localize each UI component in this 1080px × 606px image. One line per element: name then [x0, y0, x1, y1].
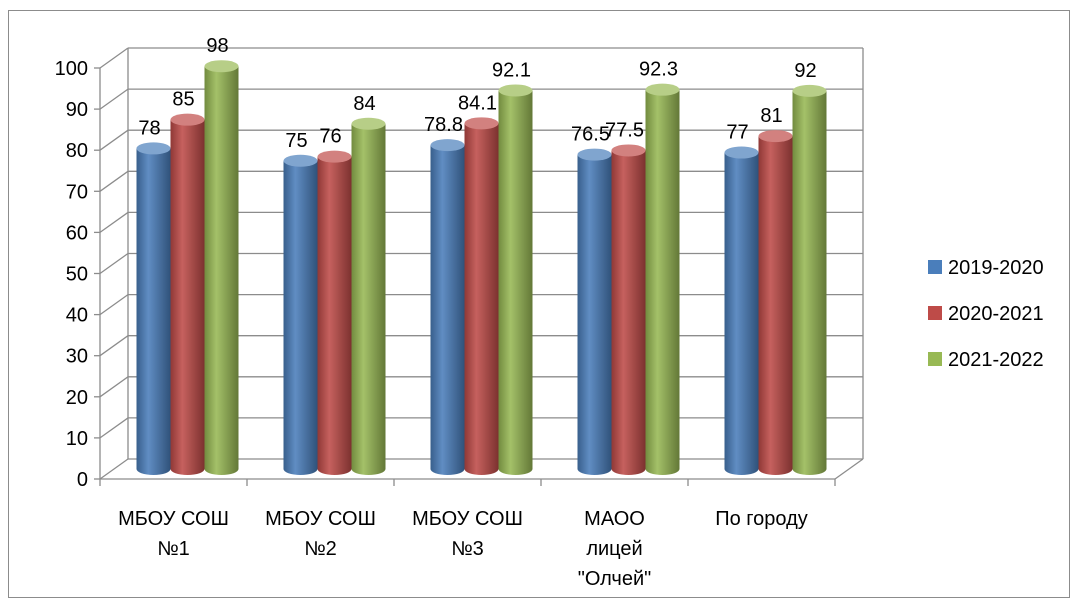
gridline-depth [99, 294, 129, 316]
bar-top [317, 150, 352, 163]
y-tick-label: 70 [66, 181, 88, 203]
axes: 0 10 20 30 40 50 60 70 80 90 100 МБОУ СОШ №1 МБОУ СОШ… [55, 58, 864, 590]
bar-2021-2022-3 [645, 83, 680, 476]
bars [136, 60, 827, 476]
bar-top [577, 148, 612, 161]
legend-swatch [928, 260, 942, 274]
bar-body [136, 148, 171, 476]
bar-body [351, 123, 386, 476]
bar-top [724, 146, 759, 159]
data-label: 92.1 [492, 59, 531, 81]
data-label: 92 [794, 60, 816, 82]
data-label: 85 [172, 89, 194, 111]
data-label: 76 [319, 126, 341, 148]
legend: 2019-2020 2020-2021 2021-2022 [928, 257, 1044, 371]
data-labels: 78 85 98 75 76 84 78.884.1 92.1 76.577.5 92.3 77 81… [138, 35, 816, 152]
bar-2019-2020-3 [577, 148, 612, 476]
data-label: 77 [726, 122, 748, 144]
category-label: МБОУ СОШ №2 [265, 508, 376, 560]
bar-body [170, 119, 205, 476]
bar-2019-2020-2 [430, 139, 465, 476]
bar-2021-2022-2 [498, 84, 533, 476]
data-label: 92.3 [639, 59, 678, 81]
bar-top [498, 84, 533, 97]
y-tick-label: 10 [66, 428, 88, 450]
y-tick-label: 20 [66, 387, 88, 409]
legend-label: 2021-2022 [948, 349, 1044, 371]
y-tick-label: 0 [77, 469, 88, 491]
category-label: МБОУ СОШ №3 [412, 508, 523, 560]
data-label: 81 [760, 105, 782, 127]
category-label: МАОО лицей "Олчей" [578, 508, 651, 590]
bar-top [464, 117, 499, 130]
bar-body [464, 123, 499, 476]
bar-2019-2020-4 [724, 146, 759, 476]
gridline-depth [99, 417, 129, 439]
bar-body [792, 90, 827, 476]
data-label: 84.1 [458, 92, 497, 114]
bar-body [430, 145, 465, 476]
gridline-depth [99, 88, 129, 110]
bar-body [645, 89, 680, 476]
legend-swatch [928, 306, 942, 320]
bar-top [351, 117, 386, 130]
y-tick-label: 60 [66, 222, 88, 244]
bar-top [136, 142, 171, 155]
gridline-depth [99, 376, 129, 398]
gridline-depth [99, 129, 129, 151]
floor-right-edge [834, 458, 864, 480]
bar-body [724, 152, 759, 476]
bar-body [577, 154, 612, 476]
gridline-depth [99, 252, 129, 275]
data-label: 78.8 [424, 114, 463, 136]
category-label: По городу [715, 508, 808, 530]
gridline-depth [99, 47, 129, 69]
bar-top [611, 144, 646, 157]
data-label: 98 [206, 35, 228, 57]
y-tick-label: 40 [66, 305, 88, 327]
bar-top [758, 130, 793, 143]
y-tick-label: 90 [66, 99, 88, 121]
bar-body [611, 150, 646, 476]
data-label: 78 [138, 117, 160, 139]
bar-body [317, 156, 352, 476]
bar-2020-2021-3 [611, 144, 646, 476]
gridline-depth [99, 458, 129, 480]
bar-top [792, 84, 827, 97]
y-tick-label: 80 [66, 140, 88, 162]
bar-top [204, 60, 239, 73]
legend-label: 2019-2020 [948, 257, 1044, 279]
gridline-depth [99, 170, 129, 192]
data-label: 77.5 [605, 119, 644, 141]
bar-2020-2021-0 [170, 113, 205, 476]
legend-label: 2020-2021 [948, 303, 1044, 325]
bar-2021-2022-1 [351, 117, 386, 476]
bar-2020-2021-1 [317, 150, 352, 476]
bar-body [758, 136, 793, 476]
data-label: 84 [353, 93, 375, 115]
bar-top [283, 154, 318, 167]
bar-2019-2020-1 [283, 154, 318, 476]
bar-body [283, 160, 318, 476]
bar-top [645, 83, 680, 96]
bar-2021-2022-0 [204, 60, 239, 476]
data-label: 76.5 [571, 124, 610, 146]
y-tick-label: 30 [66, 346, 88, 368]
bar-2020-2021-4 [758, 130, 793, 476]
gridline-depth [99, 211, 129, 233]
gridline-depth [99, 335, 129, 357]
category-label: МБОУ СОШ №1 [118, 508, 229, 560]
bar-top [430, 139, 465, 152]
bar-2020-2021-2 [464, 117, 499, 476]
bar-body [498, 90, 533, 476]
bar-body [204, 66, 239, 476]
bar-top [170, 113, 205, 126]
legend-swatch [928, 352, 942, 366]
y-tick-label: 50 [66, 264, 88, 286]
bar-2021-2022-4 [792, 84, 827, 476]
bar-2019-2020-0 [136, 142, 171, 476]
data-label: 75 [285, 130, 307, 152]
y-tick-label: 100 [55, 58, 88, 80]
